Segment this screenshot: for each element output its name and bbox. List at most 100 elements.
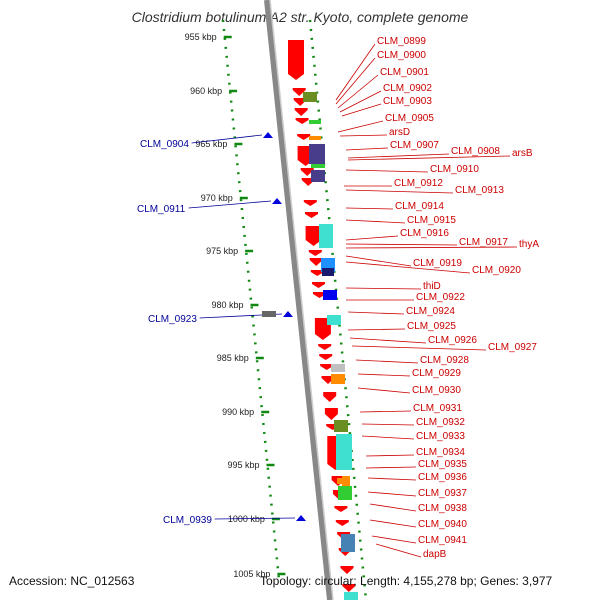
- minus-strand-gene: [283, 311, 293, 317]
- gene-feature-box: [322, 268, 334, 276]
- ruler-label: 1005 kbp: [233, 569, 270, 579]
- genome-backbone: [264, 0, 333, 600]
- gene-arrow: [314, 318, 331, 340]
- plus-strand-leader: [335, 43, 376, 101]
- minus-strand-label: CLM_0939: [163, 515, 212, 526]
- genome-backbone-highlight: [269, 0, 334, 600]
- minus-strand-label: CLM_0904: [140, 139, 189, 150]
- gene-arrow: [320, 364, 334, 370]
- plus-strand-label: CLM_0917: [459, 237, 508, 248]
- plus-strand-leader: [375, 543, 422, 558]
- plus-strand-label: CLM_0938: [418, 503, 467, 514]
- plus-strand-label: CLM_0925: [407, 321, 456, 332]
- plus-strand-label: CLM_0930: [412, 385, 461, 396]
- gene-arrow: [305, 212, 318, 218]
- plus-strand-label: CLM_0932: [416, 417, 465, 428]
- plus-strand-leader: [345, 255, 412, 267]
- plus-strand-label: CLM_0903: [383, 96, 432, 107]
- gene-feature-box: [342, 476, 350, 486]
- plus-strand-leader: [345, 243, 458, 246]
- plus-strand-label: CLM_0931: [413, 403, 462, 414]
- gene-arrow: [312, 282, 325, 288]
- gene-arrow: [340, 566, 354, 574]
- plus-strand-leader: [337, 74, 379, 109]
- plus-strand-label: arsB: [512, 148, 533, 159]
- plus-strand-label: CLM_0937: [418, 488, 467, 499]
- ruler-label: 960 kbp: [190, 86, 222, 96]
- plus-strand-leader: [347, 328, 406, 331]
- plus-strand-leader: [367, 477, 417, 481]
- plus-strand-leader: [365, 466, 417, 469]
- gene-arrow: [309, 258, 323, 266]
- gene-feature-box: [311, 170, 325, 182]
- minus-strand-gene: [263, 132, 273, 138]
- ruler-label: 995 kbp: [227, 460, 259, 470]
- ruler-label: 980 kbp: [211, 300, 243, 310]
- plus-strand-leader: [369, 519, 417, 528]
- plus-strand-leader: [361, 423, 415, 426]
- plus-strand-leader: [347, 153, 450, 159]
- gene-feature-box: [262, 311, 276, 317]
- plus-strand-leader: [349, 337, 427, 344]
- plus-strand-label: CLM_0899: [377, 36, 426, 47]
- plus-strand-leader: [345, 207, 394, 210]
- gene-arrow: [313, 292, 326, 298]
- gene-arrow: [335, 520, 349, 526]
- plus-strand-label: CLM_0933: [416, 431, 465, 442]
- plus-strand-label: CLM_0919: [413, 258, 462, 269]
- plus-strand-leader: [345, 246, 518, 249]
- plus-strand-label: CLM_0927: [488, 342, 537, 353]
- plus-strand-leader: [357, 387, 411, 394]
- plus-strand-label: CLM_0916: [400, 228, 449, 239]
- gene-feature-box: [331, 374, 345, 384]
- plus-strand-label: CLM_0928: [420, 355, 469, 366]
- gene-arrow: [305, 226, 322, 246]
- gene-feature-box: [334, 420, 348, 432]
- plus-strand-leader: [347, 155, 511, 161]
- gene-arrow: [295, 118, 309, 124]
- plus-strand-leader: [339, 90, 382, 113]
- gene-feature-box: [309, 120, 321, 124]
- minus-strand-leader: [188, 200, 272, 209]
- gene-arrow: [323, 392, 337, 402]
- plus-strand-leader: [355, 359, 419, 364]
- plus-strand-label: CLM_0915: [407, 215, 456, 226]
- gene-arrow: [319, 354, 333, 360]
- plus-strand-label: thiD: [423, 281, 441, 292]
- plus-strand-label: CLM_0920: [472, 265, 521, 276]
- plus-strand-label: CLM_0929: [412, 368, 461, 379]
- gene-feature-box: [341, 534, 355, 552]
- gene-feature-box: [311, 164, 325, 168]
- plus-strand-leader: [367, 491, 417, 497]
- ruler-label: 985 kbp: [217, 353, 249, 363]
- gene-arrow: [303, 200, 317, 206]
- map-title: Clostridium botulinum A2 str. Kyoto, com…: [131, 9, 469, 25]
- gene-feature-box: [323, 290, 337, 300]
- plus-strand-leader: [341, 103, 382, 117]
- plus-strand-label: CLM_0902: [383, 83, 432, 94]
- gene-arrow: [324, 408, 338, 420]
- gene-arrow: [310, 270, 324, 276]
- gene-feature-box: [319, 224, 333, 248]
- ruler-label: 965 kbp: [195, 139, 227, 149]
- ruler-label: 970 kbp: [201, 193, 233, 203]
- plus-strand-label: CLM_0900: [377, 50, 426, 61]
- gene-arrow: [288, 40, 304, 80]
- gene-arrow: [308, 250, 322, 256]
- minus-strand-leader: [191, 134, 263, 144]
- plus-strand-label: CLM_0908: [451, 146, 500, 157]
- plus-strand-label: CLM_0940: [418, 519, 467, 530]
- plus-strand-leader: [345, 287, 422, 290]
- plus-strand-leader: [345, 261, 471, 274]
- plus-strand-leader: [351, 345, 487, 351]
- gene-feature-box: [309, 136, 321, 140]
- minus-strand-gene: [272, 198, 282, 204]
- plus-strand-leader: [365, 454, 415, 457]
- gene-arrow: [334, 506, 348, 512]
- plus-strand-label: CLM_0922: [416, 292, 465, 303]
- minus-strand-label: CLM_0923: [148, 314, 197, 325]
- gene-feature-box: [327, 315, 341, 325]
- minus-strand-label: CLM_0911: [137, 204, 186, 215]
